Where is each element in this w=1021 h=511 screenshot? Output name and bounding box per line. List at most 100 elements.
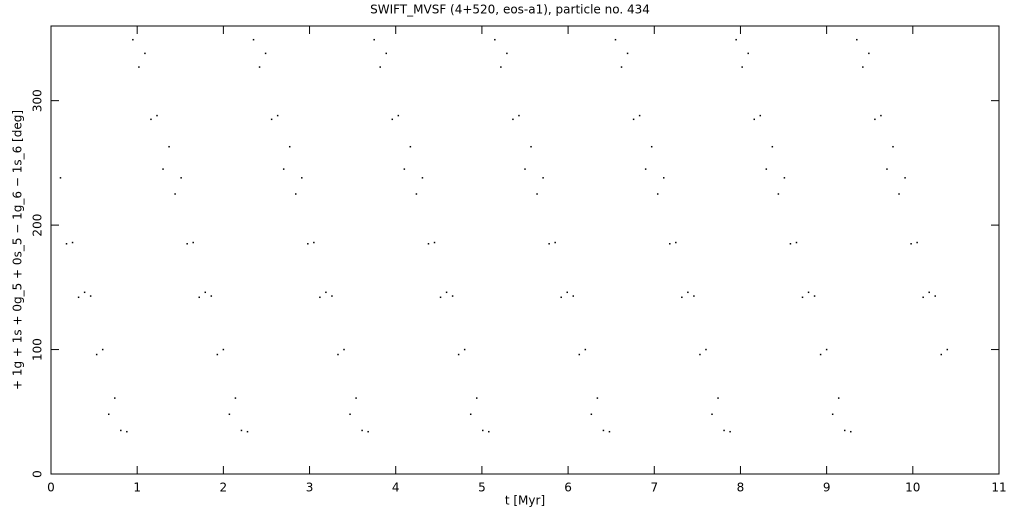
point (192, 241, 194, 244)
point (107, 413, 110, 416)
point (874, 118, 876, 121)
x-tick-label: 8 (737, 481, 745, 495)
point (451, 295, 454, 297)
point (723, 429, 725, 432)
point (638, 114, 641, 117)
point (771, 145, 774, 148)
point (132, 38, 134, 41)
point (101, 348, 104, 351)
point (433, 241, 436, 244)
point (379, 66, 381, 68)
point (343, 348, 345, 351)
point (916, 241, 918, 244)
point (843, 429, 846, 432)
point (126, 430, 128, 433)
point (850, 430, 852, 433)
y-tick-label: 0 (31, 470, 45, 478)
point (536, 193, 538, 195)
point (584, 348, 587, 351)
point (469, 413, 472, 416)
x-axis-label: t [Myr] (505, 494, 545, 508)
point (819, 353, 822, 356)
point (373, 38, 375, 41)
point (687, 291, 689, 294)
point (940, 353, 943, 356)
point (120, 429, 122, 432)
point (349, 413, 351, 416)
point (512, 118, 514, 121)
point (711, 413, 713, 416)
point (114, 397, 116, 399)
point (421, 177, 424, 179)
point (397, 114, 400, 117)
point (789, 243, 792, 245)
point (910, 243, 912, 245)
point (445, 291, 448, 294)
point (77, 296, 80, 299)
point (325, 291, 327, 294)
plot-frame (50, 25, 1000, 475)
point (234, 397, 237, 399)
point (566, 291, 568, 294)
point (747, 52, 749, 55)
point (180, 177, 182, 179)
point (337, 353, 339, 356)
point (307, 243, 309, 245)
point (705, 348, 707, 351)
point (162, 168, 164, 170)
x-tick-label: 2 (220, 481, 228, 495)
point (150, 118, 152, 121)
point (313, 241, 315, 244)
point (65, 243, 68, 245)
point (807, 291, 810, 294)
point (295, 193, 297, 195)
point (669, 243, 671, 245)
x-tick-label: 4 (392, 481, 400, 495)
point (427, 243, 430, 245)
point (331, 295, 333, 297)
point (892, 145, 894, 148)
point (880, 114, 882, 117)
point (385, 52, 387, 55)
point (524, 168, 526, 170)
point (457, 353, 460, 356)
point (83, 291, 86, 294)
point (681, 296, 683, 299)
point (95, 353, 98, 356)
point (578, 353, 581, 356)
point (488, 430, 490, 433)
point (276, 114, 279, 117)
point (663, 177, 665, 179)
point (228, 413, 231, 416)
point (156, 114, 158, 117)
point (500, 66, 502, 68)
point (560, 296, 562, 299)
x-tick-label: 0 (47, 481, 55, 495)
point (204, 291, 207, 294)
x-tick-label: 6 (564, 481, 572, 495)
point (825, 348, 828, 351)
point (542, 177, 544, 179)
x-tick-label: 11 (991, 481, 1006, 495)
point (693, 295, 695, 297)
point (361, 429, 363, 432)
point (240, 429, 243, 432)
point (482, 429, 484, 432)
point (675, 241, 677, 244)
point (506, 52, 508, 55)
point (729, 430, 731, 433)
point (439, 296, 442, 299)
point (596, 397, 599, 399)
point (632, 118, 635, 121)
y-axis-label: + 1g + 1s + 0g_5 + 0s_5 − 1g_6 − 1s_6 [d… (11, 110, 25, 390)
point (186, 243, 188, 245)
point (602, 429, 605, 432)
point (620, 66, 623, 68)
point (258, 66, 261, 68)
point (288, 145, 291, 148)
point (475, 397, 478, 399)
point (198, 296, 200, 299)
point (904, 177, 906, 179)
point (656, 193, 659, 195)
point (608, 430, 611, 433)
